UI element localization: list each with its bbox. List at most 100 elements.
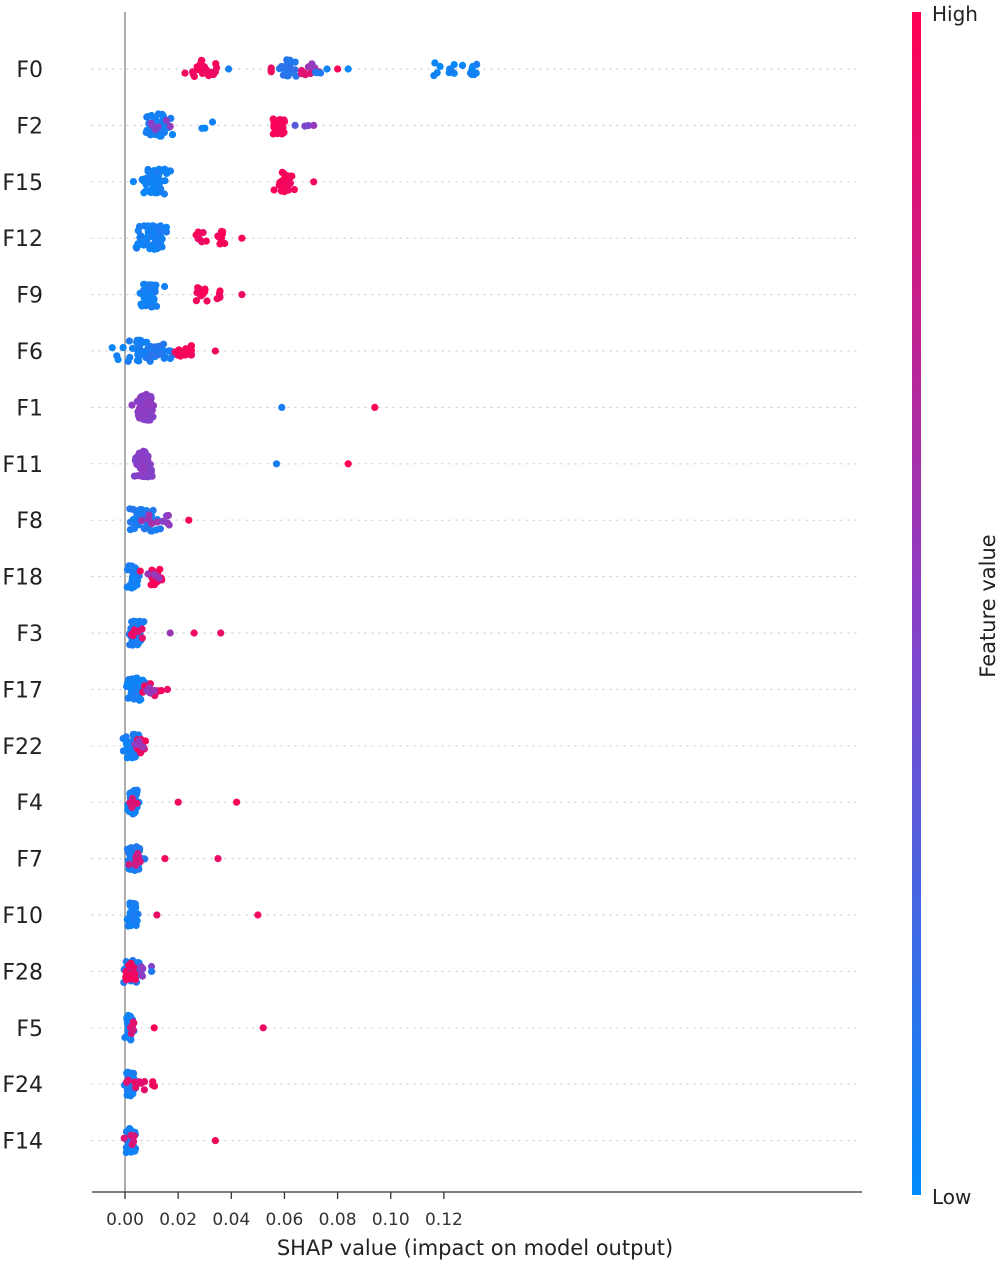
shap-point-f8 bbox=[159, 517, 167, 525]
shap-point-f12 bbox=[194, 228, 202, 236]
shap-point-f3 bbox=[133, 641, 142, 649]
shap-point-f7 bbox=[126, 851, 134, 859]
feature-labels: F0 F2 F15 F12 F9 F6 F1 F11 F8 F18 F3 F17 F22 F4 F7 F10 F… bbox=[2, 58, 43, 1155]
feature-label-f17: F17 bbox=[2, 678, 43, 703]
colorbar-title: Feature value bbox=[976, 534, 1000, 677]
grid-lines bbox=[91, 68, 863, 1142]
shap-point-f6 bbox=[119, 344, 127, 352]
shap-point-f18 bbox=[144, 570, 152, 578]
x-tick-label: 0.12 bbox=[425, 1210, 463, 1230]
feature-label-f28: F28 bbox=[2, 960, 43, 985]
shap-point-f6 bbox=[136, 351, 144, 359]
shap-point-f14 bbox=[127, 1131, 135, 1139]
shap-point-f0 bbox=[292, 72, 300, 80]
feature-label-f4: F4 bbox=[16, 791, 43, 816]
shap-point-f1 bbox=[141, 411, 149, 419]
shap-point-f2 bbox=[208, 118, 217, 126]
shap-point-f11 bbox=[135, 449, 143, 457]
shap-point-f0 bbox=[308, 60, 316, 68]
shap-point-f9 bbox=[238, 291, 246, 299]
feature-label-f6: F6 bbox=[16, 340, 43, 365]
shap-point-f8 bbox=[137, 509, 145, 517]
shap-point-f15 bbox=[310, 178, 318, 186]
shap-point-f0 bbox=[436, 62, 444, 71]
shap-point-f14 bbox=[125, 1125, 134, 1133]
shap-point-f6 bbox=[137, 336, 145, 345]
shap-point-f7 bbox=[135, 856, 143, 864]
shap-point-f17 bbox=[133, 684, 141, 692]
shap-point-f28 bbox=[122, 973, 130, 981]
shap-point-f15 bbox=[160, 190, 168, 198]
shap-point-f17 bbox=[131, 695, 140, 703]
shap-point-f15 bbox=[280, 180, 289, 188]
shap-point-f11 bbox=[272, 460, 281, 468]
shap-point-f2 bbox=[304, 122, 312, 130]
feature-label-f24: F24 bbox=[2, 1073, 43, 1098]
shap-point-f0 bbox=[267, 68, 275, 76]
shap-point-f9 bbox=[140, 280, 148, 288]
feature-label-f10: F10 bbox=[2, 904, 43, 929]
shap-point-f18 bbox=[156, 565, 164, 573]
shap-point-f12 bbox=[138, 239, 146, 248]
shap-point-f5 bbox=[150, 1024, 158, 1032]
shap-point-f6 bbox=[187, 342, 195, 350]
shap-point-f9 bbox=[200, 287, 208, 295]
shap-point-f17 bbox=[124, 681, 132, 689]
shap-point-f12 bbox=[238, 234, 246, 242]
feature-label-f22: F22 bbox=[2, 735, 43, 760]
colorbar-low-label: Low bbox=[932, 1185, 971, 1209]
shap-point-f8 bbox=[153, 518, 161, 526]
shap-point-f6 bbox=[144, 344, 152, 352]
shap-point-f12 bbox=[157, 222, 165, 230]
shap-point-f17 bbox=[131, 689, 139, 698]
shap-point-f9 bbox=[161, 282, 169, 291]
shap-point-f8 bbox=[164, 511, 172, 520]
shap-point-f22 bbox=[122, 740, 131, 748]
shap-point-f9 bbox=[192, 297, 200, 305]
shap-point-f18 bbox=[150, 581, 159, 589]
shap-point-f14 bbox=[130, 1137, 138, 1146]
shap-point-f0 bbox=[470, 71, 478, 79]
shap-point-f0 bbox=[300, 69, 308, 77]
shap-point-f15 bbox=[151, 189, 159, 197]
shap-point-f22 bbox=[123, 754, 131, 762]
shap-point-f0 bbox=[431, 59, 439, 67]
shap-point-f3 bbox=[166, 629, 174, 637]
shap-point-f15 bbox=[284, 186, 292, 194]
shap-point-f14 bbox=[211, 1137, 219, 1145]
shap-point-f24 bbox=[137, 1079, 145, 1087]
shap-point-f17 bbox=[143, 687, 151, 695]
shap-point-f7 bbox=[161, 855, 169, 863]
shap-point-f5 bbox=[129, 1026, 137, 1034]
shap-point-f12 bbox=[136, 233, 144, 241]
shap-point-f0 bbox=[450, 61, 458, 69]
feature-label-f2: F2 bbox=[16, 114, 43, 139]
shap-point-f11 bbox=[139, 466, 147, 474]
shap-point-f2 bbox=[269, 115, 277, 123]
shap-point-f9 bbox=[146, 282, 154, 290]
shap-point-f6 bbox=[135, 357, 143, 365]
shap-point-f2 bbox=[277, 117, 285, 125]
shap-point-f2 bbox=[151, 125, 159, 133]
shap-point-f0 bbox=[323, 65, 331, 73]
shap-point-f0 bbox=[334, 65, 342, 73]
feature-label-f5: F5 bbox=[16, 1017, 43, 1042]
shap-point-f6 bbox=[143, 338, 151, 346]
shap-point-f2 bbox=[278, 130, 286, 138]
shap-point-f28 bbox=[128, 975, 136, 983]
shap-point-f0 bbox=[211, 68, 219, 76]
shap-point-f10 bbox=[129, 911, 137, 919]
x-axis: 0.00 0.02 0.04 0.06 0.08 0.10 0.12 bbox=[92, 1191, 862, 1230]
shap-point-f28 bbox=[137, 963, 145, 971]
shap-point-f0 bbox=[448, 67, 456, 75]
shap-point-f11 bbox=[344, 460, 352, 468]
feature-label-f7: F7 bbox=[16, 848, 43, 873]
shap-point-f24 bbox=[132, 1083, 140, 1092]
shap-point-f4 bbox=[233, 798, 241, 806]
shap-point-f8 bbox=[141, 525, 149, 533]
x-tick-label: 0.02 bbox=[159, 1210, 197, 1230]
shap-point-f15 bbox=[138, 175, 146, 184]
shap-point-f6 bbox=[187, 347, 195, 355]
shap-point-f15 bbox=[153, 168, 161, 176]
